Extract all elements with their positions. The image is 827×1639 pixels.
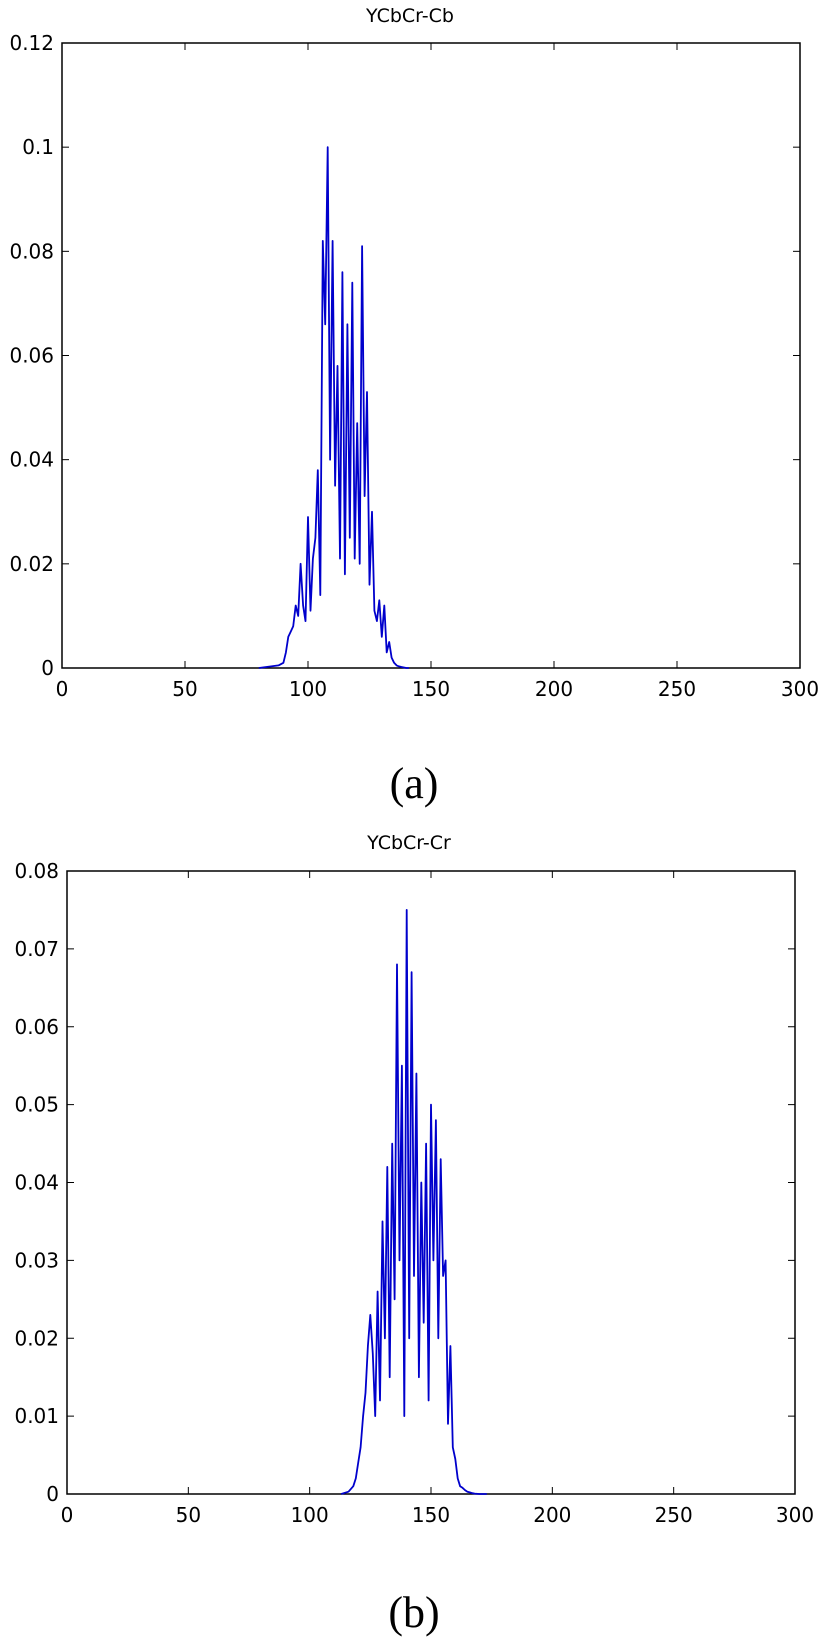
y-tick-label: 0.08	[9, 239, 54, 263]
y-tick-label: 0.02	[9, 552, 54, 576]
y-tick-label: 0.1	[22, 135, 54, 159]
x-tick-label: 50	[176, 1503, 201, 1527]
plot-area	[61, 42, 801, 669]
x-tick-label: 300	[781, 677, 819, 701]
y-tick-label: 0	[41, 656, 54, 680]
x-tick-label: 150	[412, 1503, 450, 1527]
chart-cb: YCbCr-Cb 0 50 100 150 200 250 300 0 0.02 0.04 0.06…	[9, 5, 819, 808]
x-tick-label: 250	[658, 677, 696, 701]
chart-title: YCbCr-Cb	[365, 5, 454, 27]
y-tick-label: 0.01	[14, 1404, 59, 1428]
x-tick-label: 250	[655, 1503, 693, 1527]
y-tick-label: 0.06	[9, 344, 54, 368]
chart-caption: (a)	[390, 759, 439, 808]
y-tick-label: 0.07	[14, 937, 59, 961]
x-tick-label: 50	[172, 677, 197, 701]
chart-cr: YCbCr-Cr 0 50 100 150 200 250 300 0 0.01 0.02 0.03…	[14, 832, 814, 1637]
y-tick-label: 0.02	[14, 1326, 59, 1350]
x-tick-label: 0	[61, 1503, 74, 1527]
x-tick-label: 0	[56, 677, 69, 701]
axis-ticks: 0 50 100 150 200 250 300 0 0.02 0.04 0.06 0.08 0.1 0.…	[9, 31, 819, 701]
x-tick-label: 300	[776, 1503, 814, 1527]
y-tick-label: 0.03	[14, 1248, 59, 1272]
x-tick-label: 100	[289, 677, 327, 701]
x-tick-label: 200	[533, 1503, 571, 1527]
y-tick-label: 0.06	[14, 1015, 59, 1039]
series-line	[340, 909, 487, 1495]
y-tick-label: 0.05	[14, 1093, 59, 1117]
chart-caption: (b)	[388, 1588, 439, 1637]
x-tick-label: 200	[535, 677, 573, 701]
series-line	[258, 146, 409, 669]
y-tick-label: 0.12	[9, 31, 54, 55]
chart-title: YCbCr-Cr	[366, 832, 451, 854]
y-tick-label: 0	[46, 1482, 59, 1506]
axis-ticks: 0 50 100 150 200 250 300 0 0.01 0.02 0.03 0.04 0.05 0…	[14, 859, 814, 1527]
x-tick-label: 150	[412, 677, 450, 701]
x-tick-label: 100	[291, 1503, 329, 1527]
y-tick-label: 0.04	[14, 1171, 59, 1195]
y-tick-label: 0.04	[9, 448, 54, 472]
y-tick-label: 0.08	[14, 859, 59, 883]
